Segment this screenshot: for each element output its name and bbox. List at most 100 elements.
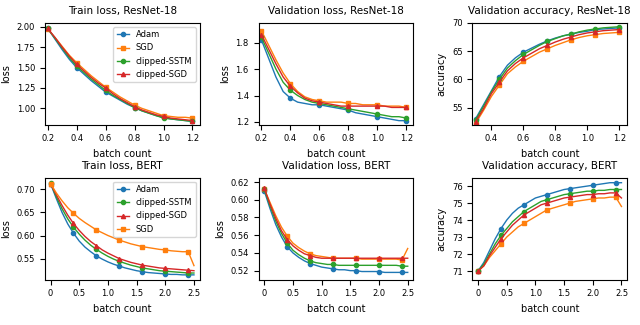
Adam [337,107,345,111]
SGD [375,257,383,261]
SGD [301,249,308,253]
Adam [532,196,540,200]
Y-axis label: loss: loss [1,219,11,238]
clipped-SSTM [124,101,131,105]
clipped-SGD [589,193,596,197]
Adam [607,26,615,30]
Line: Adam: Adam [49,182,196,277]
SGD [258,29,266,32]
SGD [366,103,374,107]
clipped-SGD [99,248,106,252]
Adam [116,98,124,102]
Adam [520,50,527,54]
clipped-SSTM [330,104,338,108]
clipped-SGD [110,254,118,258]
SGD [532,215,540,219]
Adam [161,272,169,276]
clipped-SSTM [127,263,134,267]
Adam [536,42,543,46]
clipped-SGD [358,256,365,260]
clipped-SSTM [301,98,308,101]
SGD [381,257,388,261]
SGD [538,211,545,215]
Adam [552,36,559,40]
SGD [340,256,348,260]
clipped-SGD [144,264,152,268]
SGD [335,256,342,260]
clipped-SGD [359,104,367,108]
clipped-SSTM [369,263,377,267]
clipped-SSTM [495,77,503,81]
clipped-SGD [289,244,297,248]
clipped-SGD [352,104,360,108]
Adam [480,261,488,265]
clipped-SSTM [266,204,274,208]
clipped-SGD [486,254,493,258]
SGD [70,211,77,215]
clipped-SGD [552,40,559,44]
clipped-SGD [511,61,519,65]
Adam [109,94,116,98]
clipped-SGD [301,252,308,256]
clipped-SGD [607,28,615,32]
SGD [575,35,583,39]
clipped-SGD [352,256,360,260]
Adam [387,270,394,274]
Adam [295,255,303,259]
Line: clipped-SSTM: clipped-SSTM [262,187,410,268]
Adam [543,193,551,197]
clipped-SSTM [387,263,394,267]
clipped-SGD [181,118,189,122]
clipped-SSTM [600,26,607,30]
clipped-SGD [337,104,345,108]
SGD [167,249,175,253]
Adam [404,270,412,274]
clipped-SGD [526,210,534,214]
Adam [64,222,72,226]
SGD [618,204,625,208]
SGD [301,95,308,99]
SGD [330,100,338,104]
Adam [318,265,326,269]
SGD [480,264,488,268]
SGD [346,256,354,260]
Adam [159,115,167,119]
clipped-SGD [80,69,88,73]
clipped-SSTM [616,25,623,29]
clipped-SGD [47,182,54,186]
SGD [584,34,591,38]
clipped-SSTM [543,39,551,43]
clipped-SSTM [583,189,591,193]
SGD [295,246,303,250]
Adam [492,237,499,241]
SGD [474,269,482,273]
clipped-SGD [81,234,89,238]
Adam [575,31,583,34]
SGD [104,234,112,238]
Adam [110,262,118,266]
Adam [566,187,573,190]
Adam [584,29,591,33]
clipped-SGD [301,96,308,100]
Line: clipped-SGD: clipped-SGD [49,182,196,273]
Adam [572,186,579,190]
Title: Validation accuracy, ResNet-18: Validation accuracy, ResNet-18 [468,6,631,17]
clipped-SSTM [552,37,559,41]
clipped-SSTM [554,194,562,198]
clipped-SGD [504,69,511,73]
Adam [265,57,273,60]
SGD [364,257,371,261]
clipped-SSTM [318,262,326,266]
clipped-SSTM [381,113,388,117]
Title: Train loss, BERT: Train loss, BERT [81,161,163,171]
clipped-SGD [472,120,479,124]
SGD [504,72,511,76]
clipped-SGD [272,216,280,220]
clipped-SGD [575,33,583,37]
clipped-SSTM [515,215,522,219]
SGD [359,103,367,107]
clipped-SGD [278,229,285,233]
Adam [497,227,505,230]
clipped-SGD [584,31,591,35]
SGD [404,247,412,251]
